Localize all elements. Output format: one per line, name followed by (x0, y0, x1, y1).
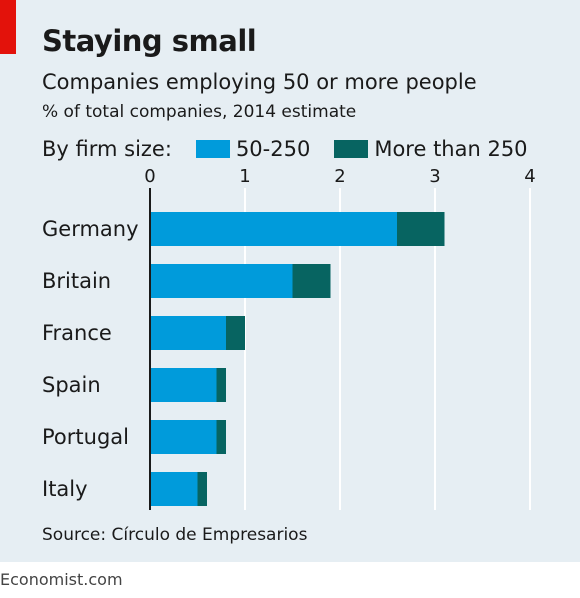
legend-label-small: 50-250 (235, 137, 311, 161)
category-label: Spain (42, 373, 101, 397)
category-label: Portugal (42, 425, 129, 449)
category-label: France (42, 321, 112, 345)
bar-segment-over-250 (226, 316, 245, 350)
legend: By firm size: 50-250 More than 250 (42, 136, 528, 162)
category-label: Germany (42, 217, 139, 241)
bar-segment-50-250 (150, 264, 293, 298)
legend-label-large: More than 250 (374, 137, 528, 161)
bar-chart: 0 1 2 3 4 Germany Britain France Spain Portugal It… (42, 166, 536, 510)
chart-unit-label: % of total companies, 2014 estimate (42, 102, 357, 122)
category-label: Italy (42, 477, 88, 501)
x-tick-label: 0 (144, 166, 155, 187)
x-tick-label: 2 (334, 166, 345, 187)
legend-swatch-small (195, 140, 230, 158)
bar-segment-over-250 (216, 368, 226, 402)
bar-segment-50-250 (150, 472, 198, 506)
bar-segment-50-250 (150, 316, 226, 350)
x-tick-label: 1 (239, 166, 250, 187)
category-label: Britain (42, 269, 111, 293)
footer-credit: Economist.com (0, 570, 123, 589)
x-tick-label: 4 (524, 166, 535, 187)
legend-swatch-large (334, 140, 369, 158)
bar-segment-over-250 (397, 212, 445, 246)
bar-segment-over-250 (216, 420, 226, 454)
bar-segment-50-250 (150, 212, 397, 246)
source-note: Source: Círculo de Empresarios (42, 525, 308, 545)
chart-subtitle: Companies employing 50 or more people (42, 70, 477, 94)
bar-segment-50-250 (150, 420, 217, 454)
legend-title: By firm size: (42, 137, 172, 161)
chart-title: Staying small (42, 24, 257, 58)
bar-segment-over-250 (197, 472, 207, 506)
bar-segment-50-250 (150, 368, 217, 402)
x-tick-label: 3 (429, 166, 440, 187)
brand-tag (0, 0, 16, 54)
bar-segment-over-250 (292, 264, 331, 298)
